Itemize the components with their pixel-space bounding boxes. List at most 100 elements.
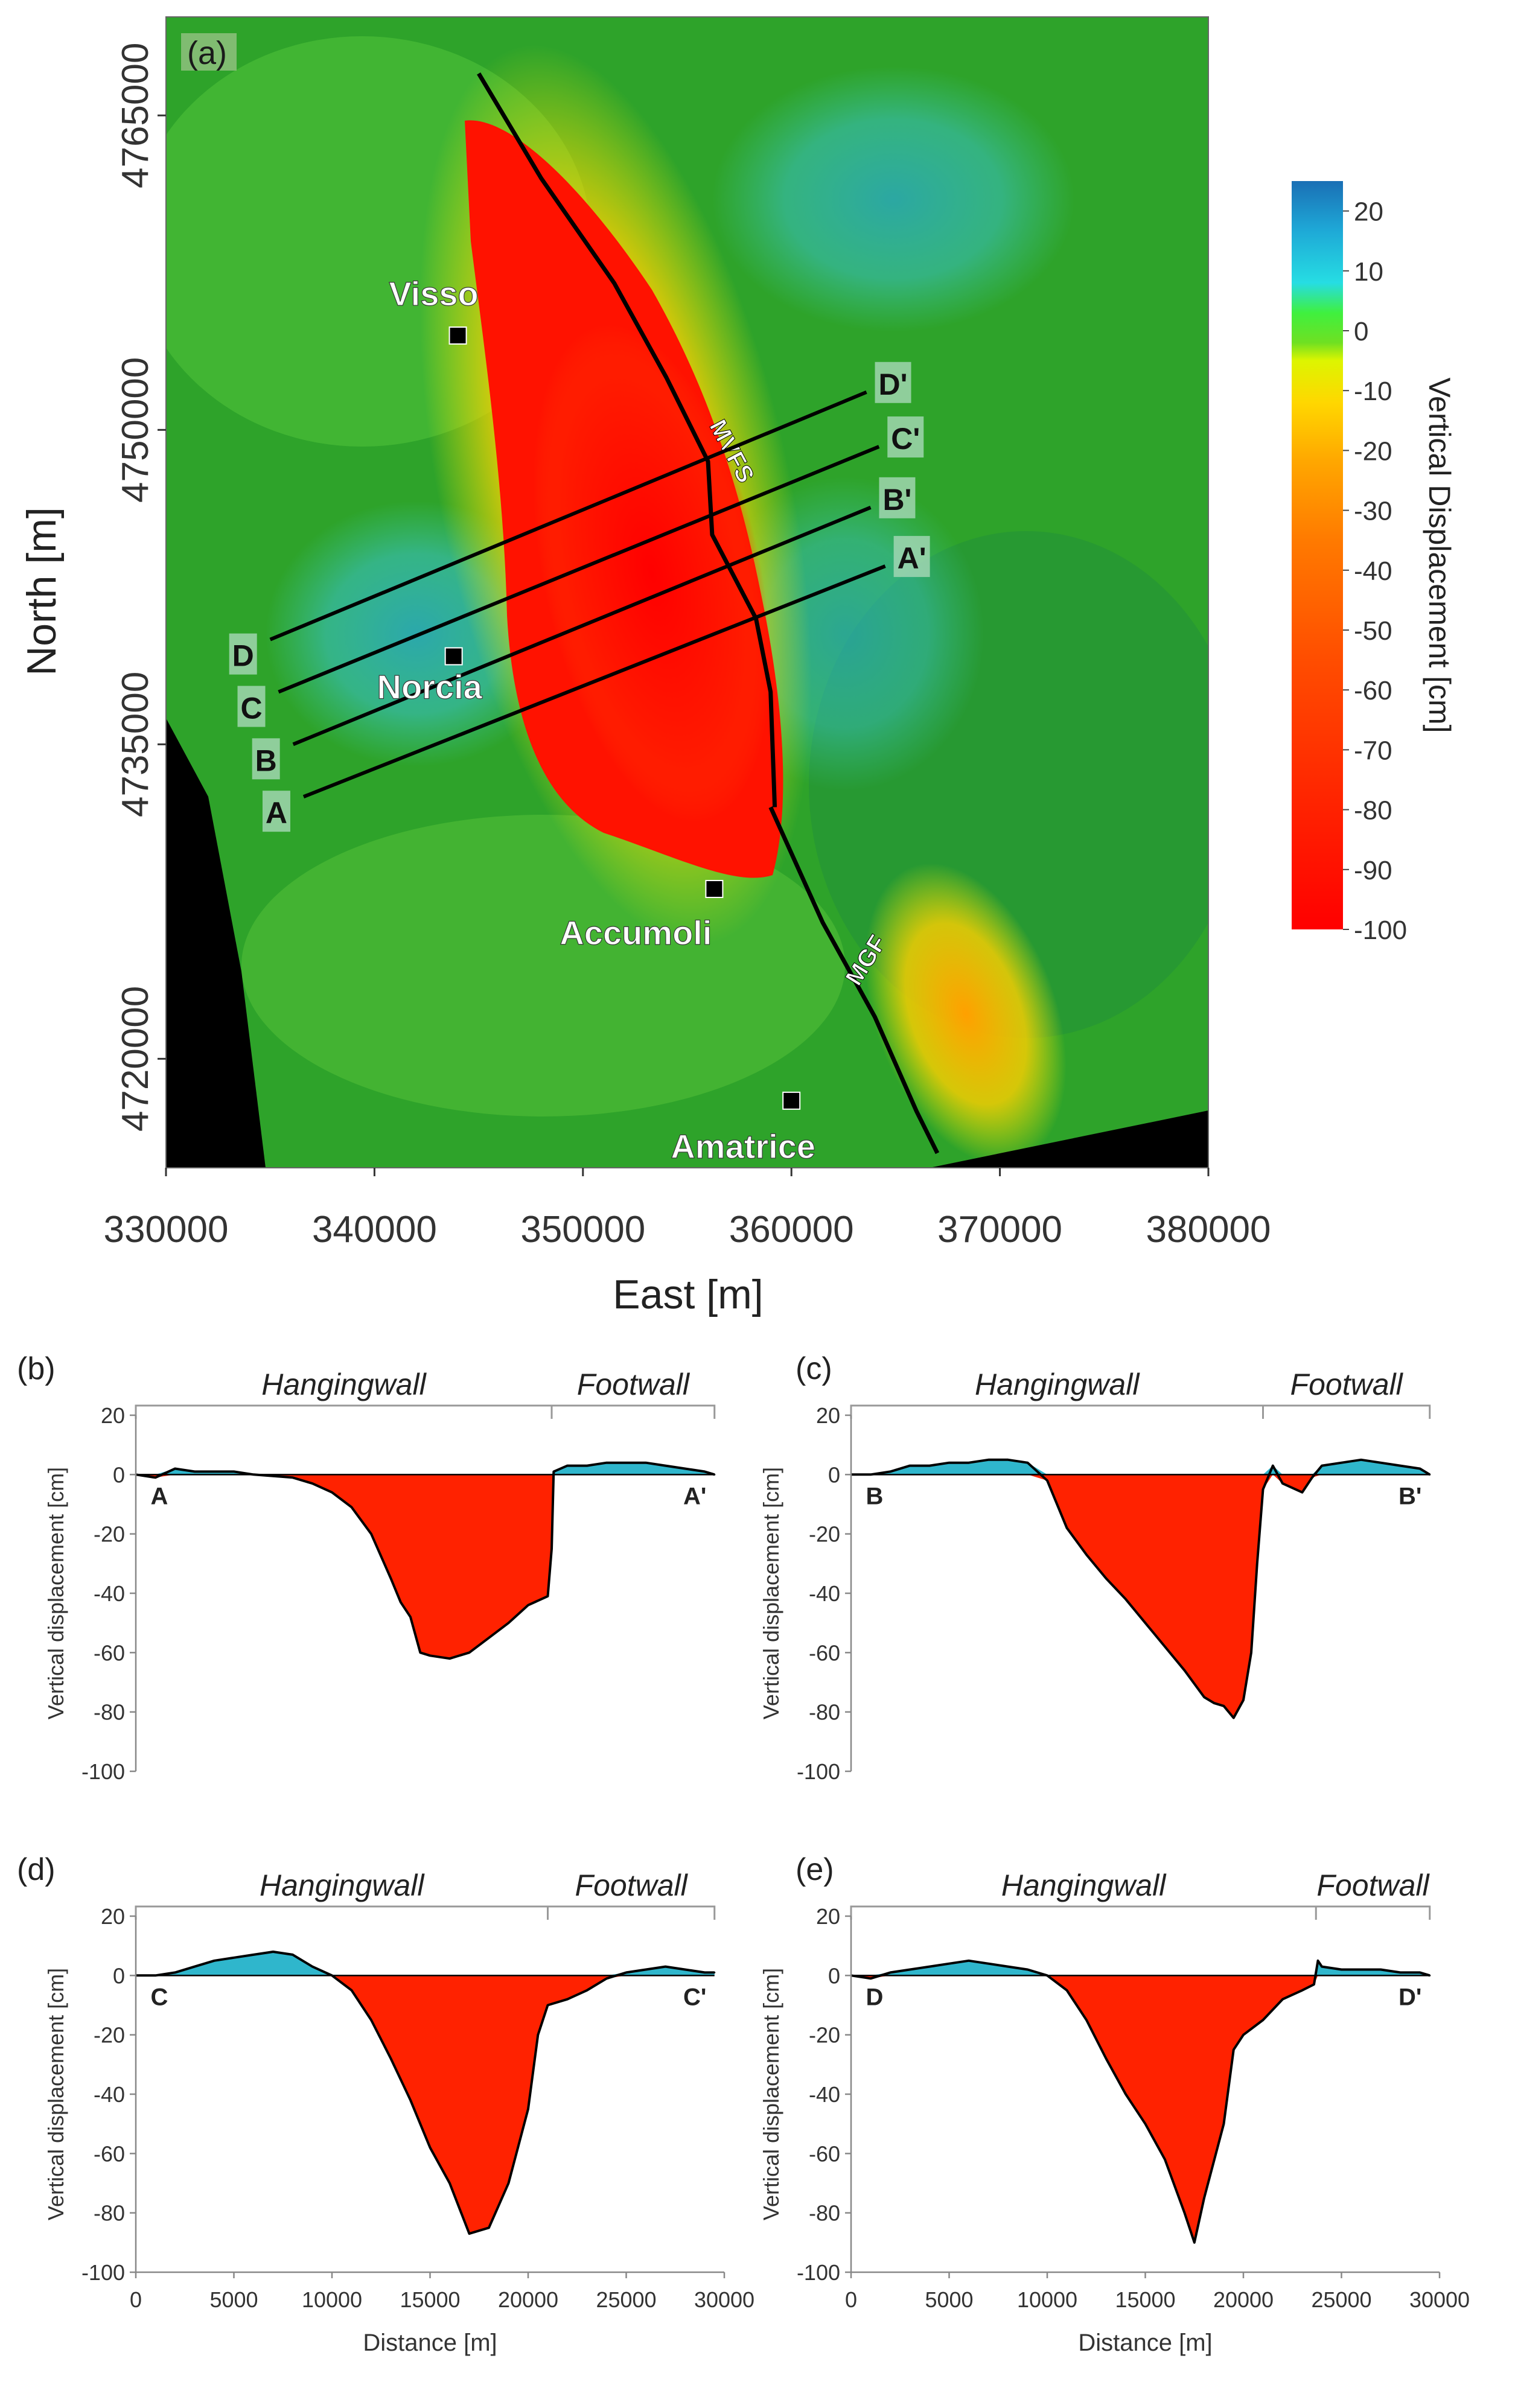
data-point (1027, 1462, 1029, 1464)
profile-label-box (229, 633, 257, 675)
panel-label: (c) (796, 1351, 832, 1386)
data-point (870, 1977, 872, 1980)
data-point (174, 1971, 176, 1973)
town-label: Amatrice (671, 1127, 815, 1165)
data-point (331, 1491, 333, 1494)
y-tick-label: 0 (828, 1963, 840, 1988)
data-point (311, 1482, 313, 1485)
data-point (1281, 1998, 1284, 2001)
town-label: Norcia (377, 667, 483, 706)
data-point (1242, 1699, 1245, 1701)
data-point (468, 2232, 470, 2235)
data-point (508, 2182, 509, 2184)
data-point (550, 1547, 553, 1550)
data-point (292, 1476, 294, 1479)
map-xlabel: East [m] (613, 1272, 763, 1317)
data-point (1203, 2197, 1205, 2199)
data-point (645, 1969, 647, 1970)
panel-label-box (181, 33, 237, 71)
colorbar: 20 10 0 -10 -20 -30 -40 -50 -60 -70 -80 -90 -100 Ver… (1292, 181, 1456, 945)
x-tick-label: 15000 (400, 2287, 460, 2312)
data-point (351, 1506, 352, 1508)
hangingwall-label: Hangingwall (260, 1868, 425, 1902)
data-point (1419, 1971, 1421, 1973)
profile-chart: (d) Hangingwall Footwall 20 0 -20 -40 -60 -80 -10… (17, 1852, 754, 2356)
data-point (194, 1470, 196, 1473)
data-point (488, 2226, 490, 2229)
data-point (537, 2034, 539, 2036)
data-point (889, 1971, 891, 1973)
y-tick-label: -80 (94, 2201, 125, 2226)
map-x-tick-label: 350000 (520, 1209, 645, 1250)
profile-label-box (252, 738, 280, 780)
subsidence-area (136, 1474, 715, 1659)
data-point (1105, 2057, 1107, 2060)
profile-label-box (262, 791, 290, 832)
data-point (625, 1971, 627, 1973)
data-point (155, 1974, 156, 1976)
data-point (1250, 1651, 1252, 1654)
profile-chart: (b) Hangingwall Footwall 20 0 -20 -40 -60 -80 -10… (17, 1351, 716, 1784)
y-tick-label: -60 (94, 1640, 125, 1665)
data-point (400, 1601, 402, 1604)
fault-trace (768, 806, 940, 1155)
footwall-label: Footwall (1316, 1868, 1430, 1902)
data-point (1380, 1969, 1382, 1970)
data-point (370, 2019, 372, 2021)
data-point (566, 1465, 569, 1467)
hw-fw-bracket (135, 1404, 716, 1419)
data-point (1399, 1465, 1402, 1467)
profile-end-label: A' (898, 541, 927, 575)
panel-label-a: (a) (187, 35, 227, 71)
data-point (1313, 1983, 1315, 1986)
displacement-field (166, 17, 1208, 1168)
data-point (645, 1462, 647, 1464)
x-tick-label: 15000 (1115, 2287, 1175, 2312)
data-point (1317, 1960, 1319, 1962)
data-point (1007, 1459, 1009, 1461)
data-point (527, 1604, 529, 1607)
data-point (1419, 1468, 1421, 1470)
data-point (605, 1977, 608, 1980)
map-x-tick-label: 370000 (937, 1209, 1062, 1250)
x-tick-label: 10000 (1017, 2287, 1077, 2312)
data-point (429, 2147, 431, 2148)
data-point (468, 1651, 470, 1654)
profile-start-label: B (866, 1483, 884, 1510)
y-tick-label: 20 (816, 1904, 840, 1929)
data-point (547, 2004, 549, 2006)
data-point (870, 1473, 872, 1476)
colorbar-tick-label: -100 (1354, 916, 1407, 945)
data-point (1007, 1966, 1009, 1968)
profile-end-label: D' (879, 368, 908, 401)
hangingwall-label: Hangingwall (1001, 1868, 1167, 1902)
y-axis-label: Vertical displacement [cm] (43, 1968, 68, 2220)
data-point (1144, 2123, 1146, 2125)
hangingwall-label: Hangingwall (975, 1368, 1140, 1401)
profile-start-label: A (266, 796, 287, 830)
x-tick-label: 25000 (1311, 2287, 1371, 2312)
data-point (704, 1470, 706, 1473)
subsidence-area (851, 1474, 1430, 1718)
y-tick-label: -40 (94, 1581, 125, 1606)
data-point (1341, 1969, 1342, 1970)
colorbar-tick-label: -20 (1354, 436, 1392, 466)
colorbar-ticks: 20 10 0 -10 -20 -30 -40 -50 -60 -70 -80 -90 -100 (1343, 197, 1407, 945)
data-point (409, 1616, 412, 1618)
data-point (1184, 1669, 1185, 1672)
data-point (390, 2057, 392, 2060)
map-y-tick-label: 4750000 (115, 357, 156, 503)
data-point (1399, 1971, 1402, 1973)
map-x-tick-label: 380000 (1146, 1209, 1271, 1250)
data-point (928, 1465, 931, 1467)
x-tick-label: 20000 (498, 2287, 558, 2312)
y-tick-label: -80 (809, 2201, 840, 2226)
colorbar-tick-label: -40 (1354, 556, 1392, 586)
data-point (213, 1960, 215, 1962)
profile-label-box (887, 416, 924, 458)
data-point (1223, 1705, 1225, 1707)
data-point (213, 1470, 215, 1473)
y-tick-label: 0 (828, 1462, 840, 1487)
data-point (1380, 1462, 1382, 1464)
data-point (1085, 1553, 1088, 1556)
